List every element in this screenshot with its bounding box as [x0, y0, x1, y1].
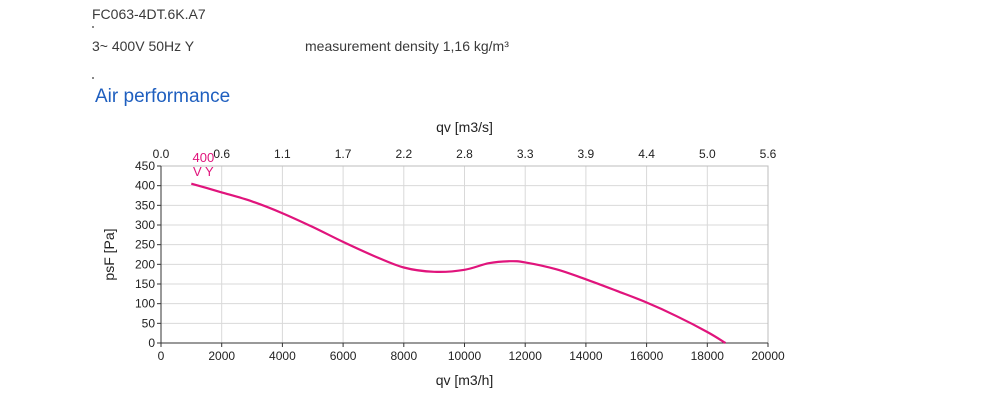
y-tick-label: 400: [135, 179, 155, 193]
x-axis-title: qv [m3/h]: [436, 372, 494, 388]
section-title: Air performance: [95, 86, 231, 107]
x2-tick-label: 4.4: [638, 147, 655, 161]
x-tick-label: 4000: [269, 349, 296, 363]
x2-tick-label: 0.0: [153, 147, 170, 161]
x2-tick-label: 1.1: [274, 147, 291, 161]
x-tick-label: 8000: [390, 349, 417, 363]
x2-tick-label: 3.9: [578, 147, 595, 161]
y-tick-label: 350: [135, 198, 155, 212]
series-label: V Y: [193, 164, 214, 179]
x2-tick-label: 3.3: [517, 147, 534, 161]
x2-tick-label: 2.2: [395, 147, 412, 161]
y-tick-label: 0: [148, 336, 155, 350]
x-tick-label: 2000: [208, 349, 235, 363]
x-tick-label: 20000: [751, 349, 785, 363]
x2-tick-label: 2.8: [456, 147, 473, 161]
labels: 0 2000 4000 6000 8000 10000 12000 14000 16000 180…: [101, 119, 785, 388]
x-tick-label: 12000: [509, 349, 543, 363]
x2-axis-title: qv [m3/s]: [436, 119, 493, 135]
separator-dot: [92, 26, 94, 28]
series-line: [191, 182, 727, 344]
separator-dot: [92, 77, 94, 79]
grid: [161, 166, 768, 343]
y-tick-label: 200: [135, 257, 155, 271]
x-tick-label: 18000: [691, 349, 725, 363]
y-tick-label: 300: [135, 218, 155, 232]
x-tick-label: 14000: [569, 349, 603, 363]
x-tick-label: 6000: [330, 349, 357, 363]
y-tick-label: 150: [135, 277, 155, 291]
axes: [157, 165, 769, 347]
series-layer: [191, 182, 727, 344]
x2-tick-label: 5.6: [760, 147, 777, 161]
x2-tick-label: 1.7: [335, 147, 352, 161]
y-tick-label: 50: [142, 316, 156, 330]
x-tick-label: 10000: [448, 349, 482, 363]
x-tick-label: 16000: [630, 349, 664, 363]
y-tick-label: 250: [135, 238, 155, 252]
series-label: 400: [192, 150, 214, 165]
x-tick-label: 0: [158, 349, 165, 363]
supply-voltage: 3~ 400V 50Hz Y: [92, 38, 195, 54]
y-tick-label: 100: [135, 297, 155, 311]
x2-tick-label: 5.0: [699, 147, 716, 161]
y-tick-label: 450: [135, 159, 155, 173]
x2-tick-label: 0.6: [213, 147, 230, 161]
model-code: FC063-4DT.6K.A7: [92, 6, 206, 22]
measurement-density: measurement density 1,16 kg/m³: [305, 38, 509, 54]
y-axis-title: psF [Pa]: [101, 228, 117, 280]
